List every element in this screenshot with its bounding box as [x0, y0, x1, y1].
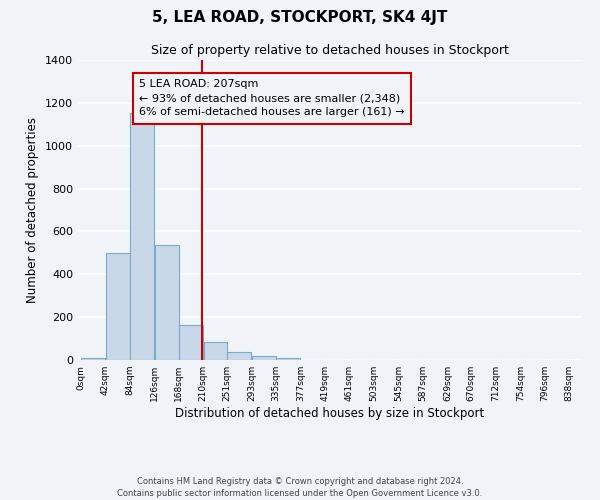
Bar: [203, 342, 227, 360]
Text: 5 LEA ROAD: 207sqm
← 93% of detached houses are smaller (2,348)
6% of semi-detac: 5 LEA ROAD: 207sqm ← 93% of detached hou…: [139, 80, 405, 118]
Bar: [155, 244, 179, 360]
Text: Contains HM Land Registry data © Crown copyright and database right 2024.
Contai: Contains HM Land Registry data © Crown c…: [118, 476, 482, 498]
Bar: [130, 112, 154, 360]
Bar: [81, 358, 105, 360]
Bar: [227, 352, 251, 360]
Bar: [106, 253, 130, 360]
Text: 5, LEA ROAD, STOCKPORT, SK4 4JT: 5, LEA ROAD, STOCKPORT, SK4 4JT: [152, 10, 448, 25]
Y-axis label: Number of detached properties: Number of detached properties: [26, 117, 40, 303]
Bar: [252, 356, 276, 360]
Bar: [277, 358, 301, 360]
X-axis label: Distribution of detached houses by size in Stockport: Distribution of detached houses by size …: [175, 407, 485, 420]
Bar: [179, 325, 203, 360]
Title: Size of property relative to detached houses in Stockport: Size of property relative to detached ho…: [151, 44, 509, 58]
